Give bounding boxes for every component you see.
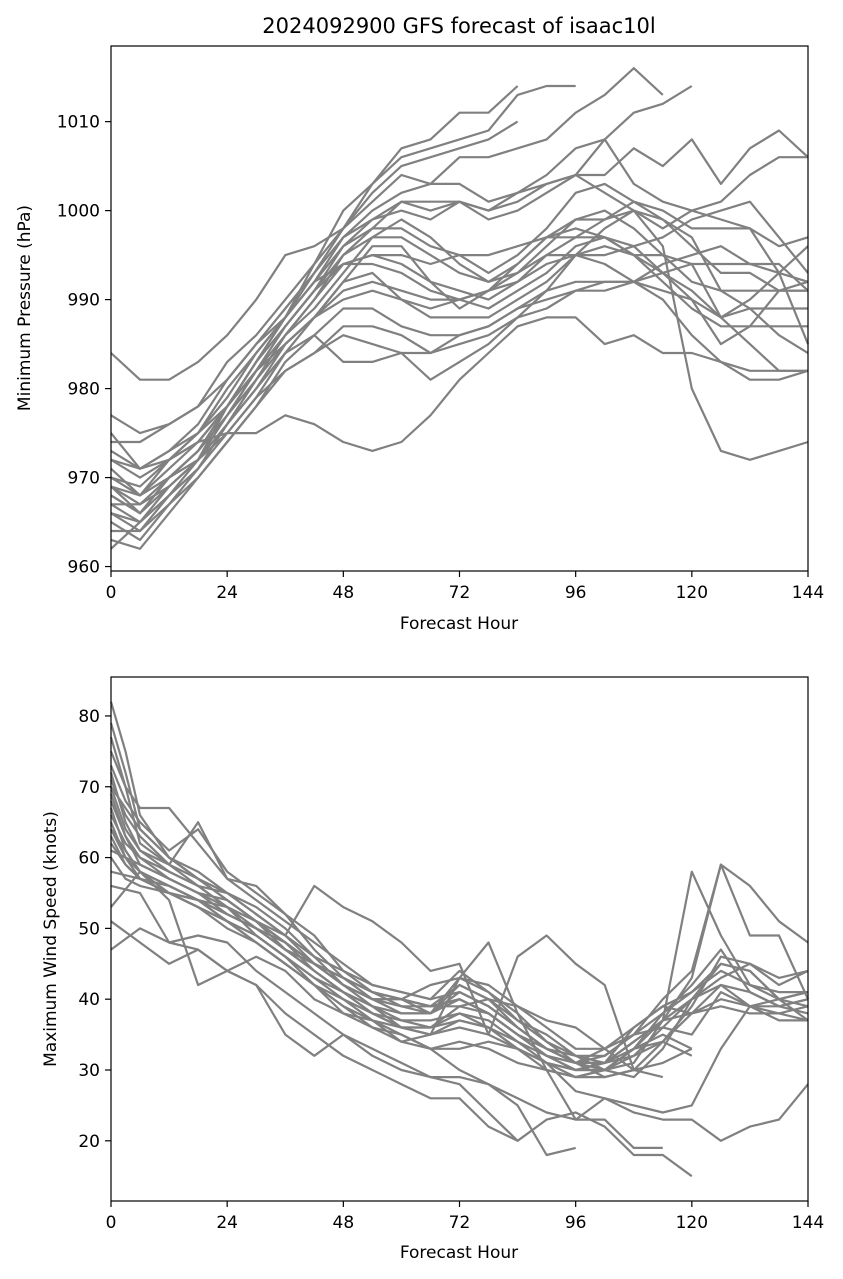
wind-series-line (110, 927, 519, 1142)
wind-x-tick-label: 96 (565, 1213, 587, 1233)
wind-y-tick-label: 20 (78, 1132, 100, 1152)
wind-y-tick-label: 30 (78, 1061, 100, 1081)
pressure-y-tick-label: 1010 (57, 113, 100, 133)
pressure-series-line (110, 200, 809, 470)
pressure-x-tick-label: 144 (792, 583, 824, 603)
pressure-series-line (110, 85, 519, 381)
wind-series-line (110, 856, 809, 1072)
wind-series-layer (109, 701, 810, 1178)
pressure-y-tick-label: 990 (68, 291, 100, 311)
pressure-x-tick-label: 48 (333, 583, 355, 603)
wind-series-line (109, 772, 809, 1050)
pressure-y-tick-label: 1000 (57, 202, 100, 222)
wind-x-tick-label: 144 (792, 1213, 824, 1233)
pressure-series-line (110, 85, 693, 515)
wind-x-tick-label: 24 (216, 1213, 238, 1233)
wind-y-ticks: 20 30 40 50 60 70 80 (78, 707, 111, 1152)
pressure-x-tick-label: 24 (216, 583, 238, 603)
pressure-y-ticks: 960 970 980 990 1000 1010 (57, 113, 111, 578)
wind-series-line (110, 920, 693, 1178)
pressure-y-tick-label: 980 (68, 380, 100, 400)
pressure-x-tick-label: 72 (449, 583, 471, 603)
wind-y-tick-label: 70 (78, 778, 100, 798)
pressure-series-layer (110, 67, 810, 550)
pressure-series-line (111, 262, 808, 533)
wind-x-tick-label: 0 (106, 1213, 117, 1233)
wind-x-tick-label: 120 (676, 1213, 708, 1233)
wind-y-tick-label: 40 (78, 990, 100, 1010)
pressure-y-tick-label: 960 (68, 558, 100, 578)
pressure-x-tick-label: 0 (106, 583, 117, 603)
pressure-x-axis-label: Forecast Hour (400, 614, 518, 634)
pressure-y-axis-label: Minimum Pressure (hPa) (15, 205, 35, 411)
wind-series-line (110, 828, 809, 1114)
pressure-y-tick-label: 970 (68, 469, 100, 489)
pressure-x-ticks: 0 24 48 72 96 120 144 (106, 571, 824, 603)
wind-y-tick-label: 80 (78, 707, 100, 727)
pressure-series-line (110, 245, 809, 515)
pressure-series-line (111, 200, 809, 444)
wind-series-line (110, 786, 809, 1142)
pressure-x-tick-label: 120 (676, 583, 708, 603)
wind-series-line (109, 765, 809, 1079)
pressure-series-line (111, 209, 809, 506)
wind-y-tick-label: 50 (78, 919, 100, 939)
wind-x-axis-label: Forecast Hour (400, 1243, 518, 1263)
wind-y-tick-label: 60 (78, 849, 100, 869)
wind-x-ticks: 0 24 48 72 96 120 144 (106, 1201, 824, 1233)
wind-series-line (109, 750, 808, 1072)
pressure-series-line (110, 209, 809, 497)
wind-x-tick-label: 72 (449, 1213, 471, 1233)
pressure-x-tick-label: 96 (565, 583, 587, 603)
wind-y-axis-label: Maximum Wind Speed (knots) (41, 811, 61, 1067)
wind-panel: 0 24 48 72 96 120 144 20 30 40 50 60 70 80 Forecast … (41, 676, 824, 1263)
wind-x-tick-label: 48 (333, 1213, 355, 1233)
chart-title: 2024092900 GFS forecast of isaac10l (262, 14, 655, 38)
wind-series-line (110, 849, 635, 1071)
wind-series-line (110, 870, 664, 1079)
pressure-panel: 2024092900 GFS forecast of isaac10l 0 24 4… (15, 14, 824, 634)
